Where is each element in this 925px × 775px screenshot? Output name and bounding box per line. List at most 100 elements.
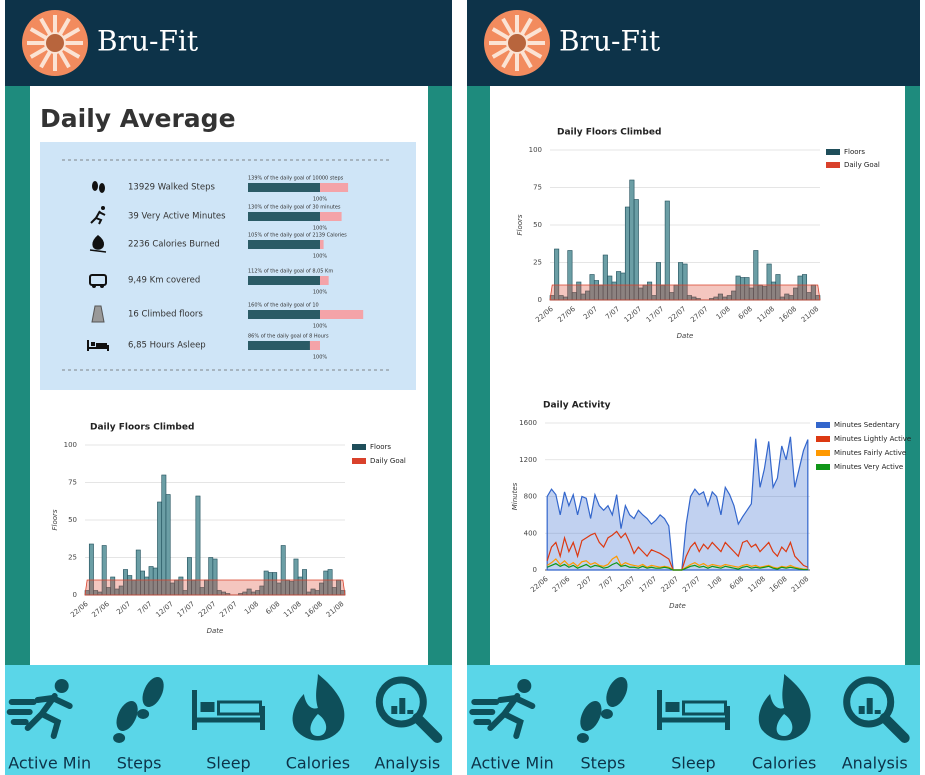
icon [101,206,105,210]
y-tick-label: 100 [64,441,77,449]
chart-title: Daily Floors Climbed [557,128,661,138]
icon-part [600,709,613,719]
logo-ray [58,17,71,36]
icon [90,210,106,225]
goal-caption: 160% of the daily goal of 10 [248,303,319,309]
goal-bar [248,183,320,192]
legend-swatch [816,436,830,442]
logo-ray [58,50,71,69]
goal-bar [248,341,310,350]
icon-part [310,714,327,736]
goal-mark-label: 100% [313,324,328,330]
nav-item[interactable]: Sleep [657,690,730,773]
y-tick-label: 0 [538,296,542,304]
nav-label: Sleep [671,754,715,773]
icon [91,342,95,346]
legend-swatch [826,149,840,155]
y-tick-label: 1200 [519,456,537,464]
logo-ray [39,17,52,36]
metric-text: 6,85 Hours Asleep [128,341,206,351]
metric-text: 13929 Walked Steps [128,183,215,193]
legend-label: Minutes Very Active [834,463,903,471]
legend-label: Daily Goal [844,161,880,169]
icon [100,284,104,288]
icon-part [580,701,602,731]
icon-part [407,710,414,714]
y-tick-label: 800 [524,493,537,501]
content [490,86,905,665]
icon-part [879,713,910,743]
nav-label: Sleep [206,754,250,773]
icon-part [412,713,443,743]
y-tick-label: 100 [529,146,542,154]
icon-part [6,693,73,739]
icon [91,305,105,323]
logo-ray [524,27,543,40]
nav-item[interactable]: Steps [112,674,168,773]
goal-mark-label: 100% [313,197,328,203]
nav-item[interactable]: Analysis [374,676,443,773]
summary-box [40,142,416,390]
icon [96,343,107,347]
icon-part [606,677,628,707]
metric-text: 39 Very Active Minutes [128,212,226,222]
legend-swatch [816,464,830,470]
icon-part [843,676,895,728]
line-series [546,561,808,571]
y-tick-label: 50 [533,221,542,229]
y-axis-label: Floors [51,509,59,530]
icon-part [858,706,865,714]
metric-text: 9,49 Km covered [128,276,200,286]
nav-label: Analysis [842,754,908,773]
y-tick-label: 0 [533,566,537,574]
goal-mark-label: 100% [313,254,328,260]
goal-bar [248,276,320,285]
goal-bar [248,240,320,249]
goal-caption: 86% of the daily goal of 8 Hours [248,334,329,340]
icon [92,284,96,288]
logo-ray [29,46,48,59]
x-axis-label: Date [207,627,224,635]
nav-item[interactable]: Calories [286,674,350,773]
icon-part [391,706,398,714]
icon [99,183,105,193]
logo-ray [29,27,48,40]
logo-ray [491,27,510,40]
goal-area [84,579,346,596]
legend-label: Floors [370,443,391,451]
icon-part [665,702,680,712]
icon-part [576,733,589,743]
logo-ray [39,50,52,69]
legend-label: Floors [844,148,865,156]
goal-caption: 105% of the daily goal of 2139 Calories [248,233,347,239]
icon [89,235,107,253]
bar [629,179,635,301]
y-axis-label: Minutes [511,482,519,510]
nav-label: Calories [286,754,350,773]
y-tick-label: 75 [68,479,77,487]
y-tick-label: 25 [68,554,77,562]
app-title: Bru-Fit [97,25,199,58]
logo-ray [491,46,510,59]
icon-part [399,698,406,714]
y-tick-label: 400 [524,529,537,537]
icon-part [292,674,345,741]
icon-part [776,714,793,736]
nav-item[interactable]: Steps [576,674,632,773]
nav-item[interactable]: Sleep [192,690,265,773]
goal-caption: 139% of the daily goal of 10000 steps [248,176,344,182]
icon [87,340,109,351]
nav-item[interactable]: Active Min [6,679,91,773]
icon-part [137,709,150,719]
legend-swatch [816,450,830,456]
nav-item[interactable]: Calories [752,674,816,773]
goal-caption: 130% of the daily goal of 30 minutes [248,205,341,211]
nav-label: Steps [117,754,162,773]
nav-item[interactable]: Active Min [469,679,554,773]
nav-label: Analysis [374,754,440,773]
nav-item[interactable]: Analysis [842,676,910,773]
goal-mark-label: 100% [313,355,328,361]
goal-mark-label: 100% [313,226,328,232]
icon-part [192,690,265,730]
icon-part [116,701,138,731]
